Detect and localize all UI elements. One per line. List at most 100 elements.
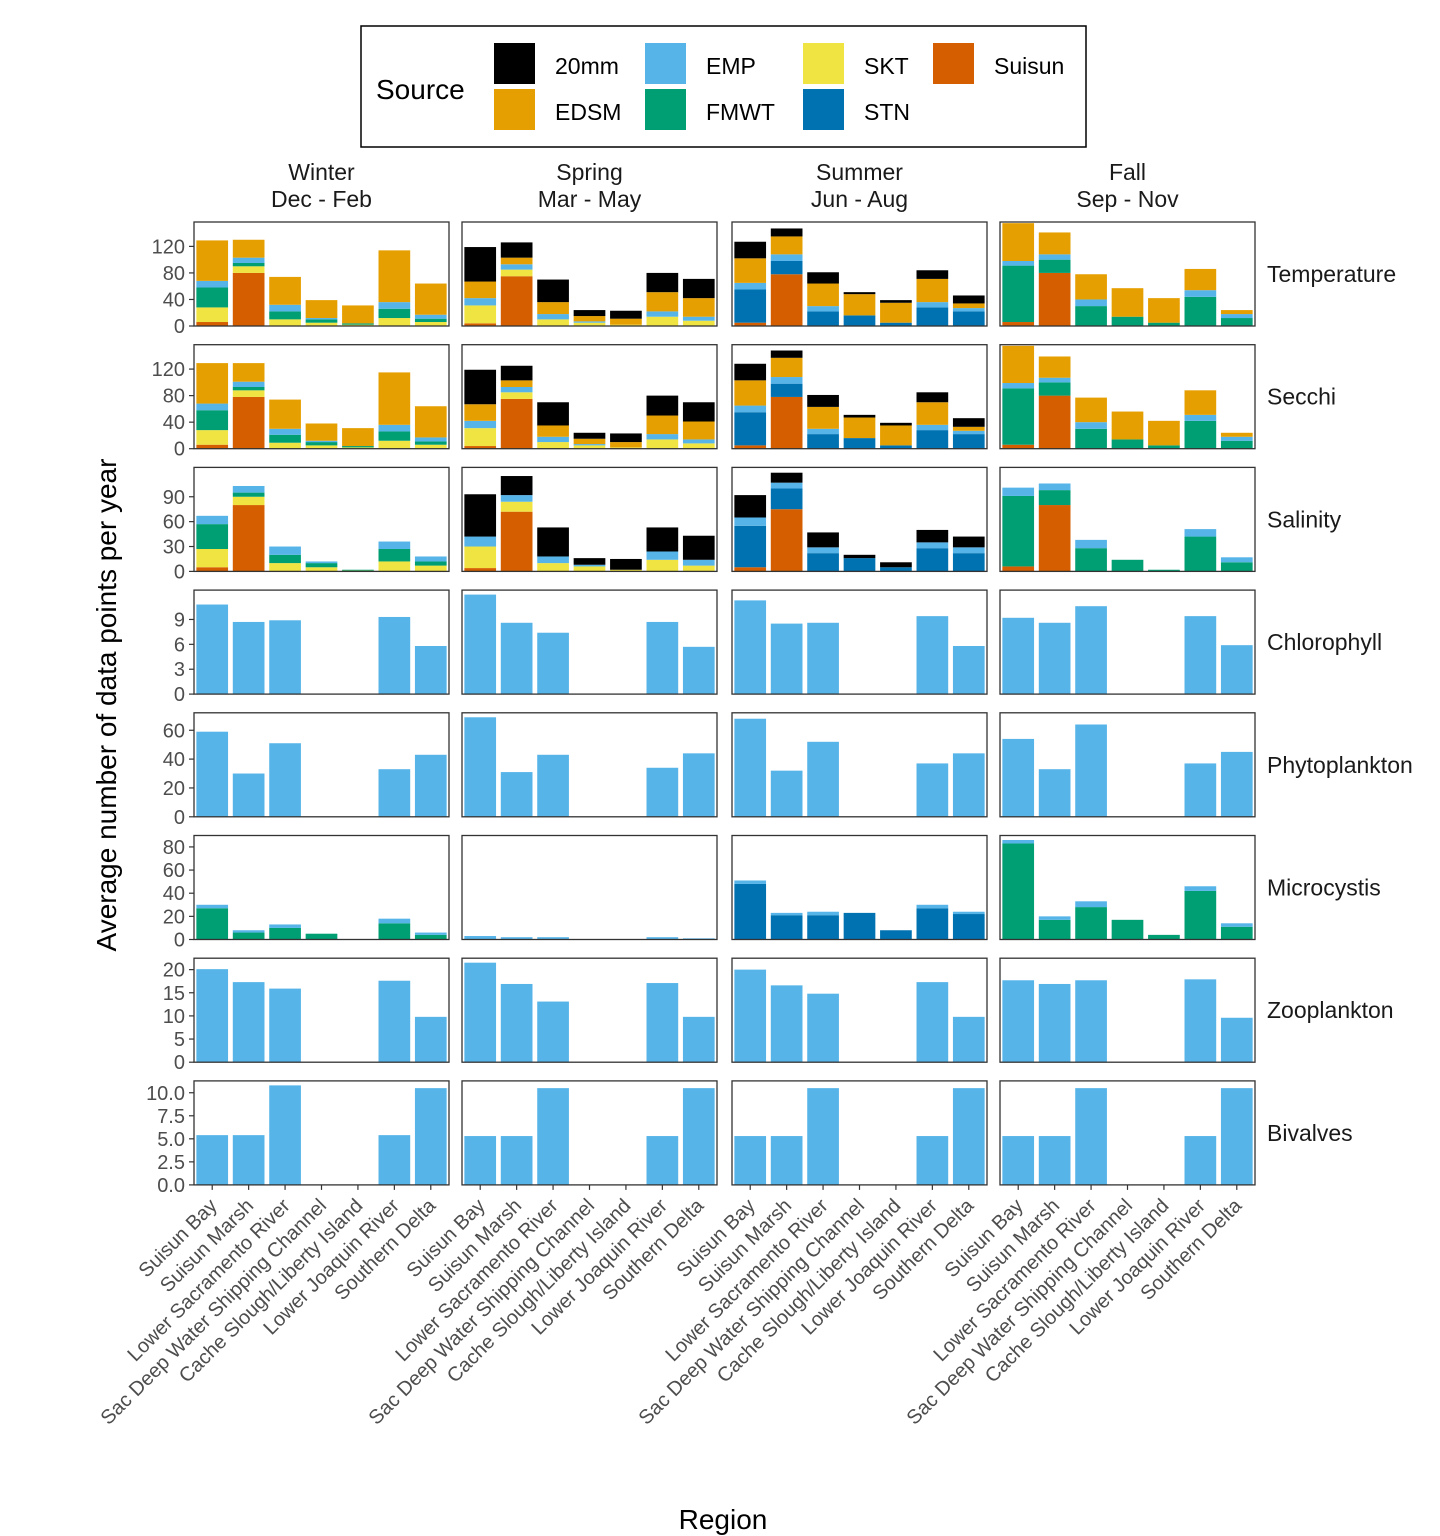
- bar-segment-emp: [1038, 483, 1071, 491]
- bar-segment-emp: [1038, 1136, 1071, 1185]
- bar-segment-fmwt: [1220, 440, 1253, 449]
- bar-segment-emp: [952, 547, 985, 554]
- bar-segment-emp: [500, 937, 533, 940]
- bar-segment-skt: [682, 320, 715, 326]
- bar-segment-emp: [807, 547, 839, 554]
- bar-segment-20mm: [770, 228, 803, 237]
- bar-segment-skt: [305, 567, 338, 572]
- bar-segment-emp: [646, 621, 679, 695]
- bar-segment-fmwt: [1038, 382, 1071, 396]
- bar-segment-emp: [734, 880, 767, 884]
- bar-segment-emp: [952, 753, 985, 817]
- bar-segment-emp: [1002, 738, 1035, 817]
- y-axis-title: Average number of data points per year: [91, 459, 122, 952]
- bar-segment-suisun: [464, 568, 497, 572]
- bar-segment-skt: [537, 563, 569, 572]
- bar-segment-edsm: [537, 425, 569, 437]
- bar-segment-emp: [464, 936, 497, 940]
- bar-segment-fmwt: [305, 442, 338, 446]
- bar-segment-fmwt: [1002, 265, 1035, 323]
- panel-border: [193, 712, 450, 818]
- bar-segment-fmwt: [1075, 548, 1107, 572]
- bar-segment-skt: [500, 269, 533, 277]
- y-tick-label: 0: [174, 561, 185, 583]
- y-tick-label: 20: [163, 960, 185, 982]
- bar-segment-skt: [537, 442, 569, 449]
- bar-segment-emp: [1184, 414, 1217, 421]
- bar-segment-fmwt: [378, 308, 411, 319]
- bar-segment-emp: [1002, 980, 1035, 1063]
- bar-segment-emp: [1002, 383, 1035, 389]
- bar-segment-20mm: [500, 242, 533, 258]
- bar-segment-emp: [952, 430, 985, 435]
- bar-segment-edsm: [414, 283, 447, 315]
- bar-segment-emp: [500, 495, 533, 502]
- bar-segment-edsm: [305, 423, 338, 441]
- bar-segment-skt: [342, 324, 374, 326]
- panel-border: [731, 834, 988, 941]
- bar-segment-emp: [414, 1088, 447, 1185]
- bar-segment-emp: [770, 770, 803, 817]
- panel-border: [999, 589, 1256, 695]
- bar-segment-emp: [1038, 622, 1071, 695]
- bar-segment-suisun: [1002, 566, 1035, 572]
- y-tick-label: 5.0: [157, 1129, 185, 1151]
- bar-segment-edsm: [682, 421, 715, 440]
- y-tick-label: 3: [174, 659, 185, 681]
- y-tick-label: 10.0: [146, 1083, 185, 1105]
- bar-segment-edsm: [770, 357, 803, 378]
- bar-segment-skt: [378, 561, 411, 572]
- bar-segment-stn: [952, 311, 985, 326]
- bar-segment-edsm: [646, 292, 679, 312]
- bar-segment-emp: [734, 517, 767, 526]
- bar-segment-suisun: [464, 446, 497, 449]
- panel-bivalves-fall: [999, 1080, 1256, 1186]
- panel-border: [731, 957, 988, 1063]
- bar-segment-emp: [916, 302, 949, 308]
- y-tick-label: 2.5: [157, 1152, 185, 1174]
- bar-segment-emp: [770, 377, 803, 384]
- bar-segment-suisun: [770, 396, 803, 449]
- bar-segment-emp: [1002, 1136, 1035, 1185]
- bar-segment-fmwt: [1148, 569, 1180, 572]
- bar-segment-suisun: [1038, 272, 1071, 326]
- bar-segment-fmwt: [1075, 306, 1107, 326]
- bar-segment-skt: [682, 443, 715, 449]
- bar-segment-fmwt: [269, 434, 301, 443]
- bar-segment-emp: [305, 440, 338, 443]
- bar-segment-fmwt: [1148, 322, 1180, 326]
- bar-segment-suisun: [464, 323, 497, 326]
- bar-segment-emp: [196, 515, 229, 525]
- panel-bivalves-spring: [461, 1080, 718, 1186]
- bar-segment-suisun: [770, 274, 803, 326]
- panel-border: [999, 957, 1256, 1063]
- legend-label-suisun: Suisun: [994, 53, 1064, 79]
- panel-salinity-summer: [731, 466, 988, 573]
- bar-segment-edsm: [500, 257, 533, 265]
- bar-segment-fmwt: [1148, 934, 1180, 940]
- bar-segment-edsm: [269, 276, 301, 305]
- bar-segment-emp: [378, 1135, 411, 1185]
- bar-segment-emp: [232, 485, 265, 493]
- y-tick-label: 40: [163, 883, 185, 905]
- bar-segment-emp: [1038, 377, 1071, 383]
- bar-segment-emp: [1220, 645, 1253, 695]
- bar-segment-skt: [500, 501, 533, 512]
- bar-segment-edsm: [305, 300, 338, 319]
- bar-segment-edsm: [880, 302, 912, 323]
- season-months-fall: Sep - Nov: [1076, 186, 1179, 212]
- bar-segment-edsm: [1148, 420, 1180, 446]
- panel-temperature-winter: [193, 221, 450, 327]
- bar-segment-edsm: [1184, 390, 1217, 415]
- bar-segment-skt: [232, 496, 265, 506]
- bar-segment-20mm: [916, 529, 949, 543]
- bar-segment-emp: [414, 556, 447, 562]
- bar-segment-emp: [1038, 983, 1071, 1063]
- bar-segment-20mm: [916, 392, 949, 403]
- legend-title: Source: [376, 74, 465, 105]
- bar-segment-20mm: [610, 433, 642, 443]
- bar-segment-emp: [464, 962, 497, 1063]
- bar-segment-emp: [196, 280, 229, 288]
- bar-segment-fmwt: [1038, 919, 1071, 940]
